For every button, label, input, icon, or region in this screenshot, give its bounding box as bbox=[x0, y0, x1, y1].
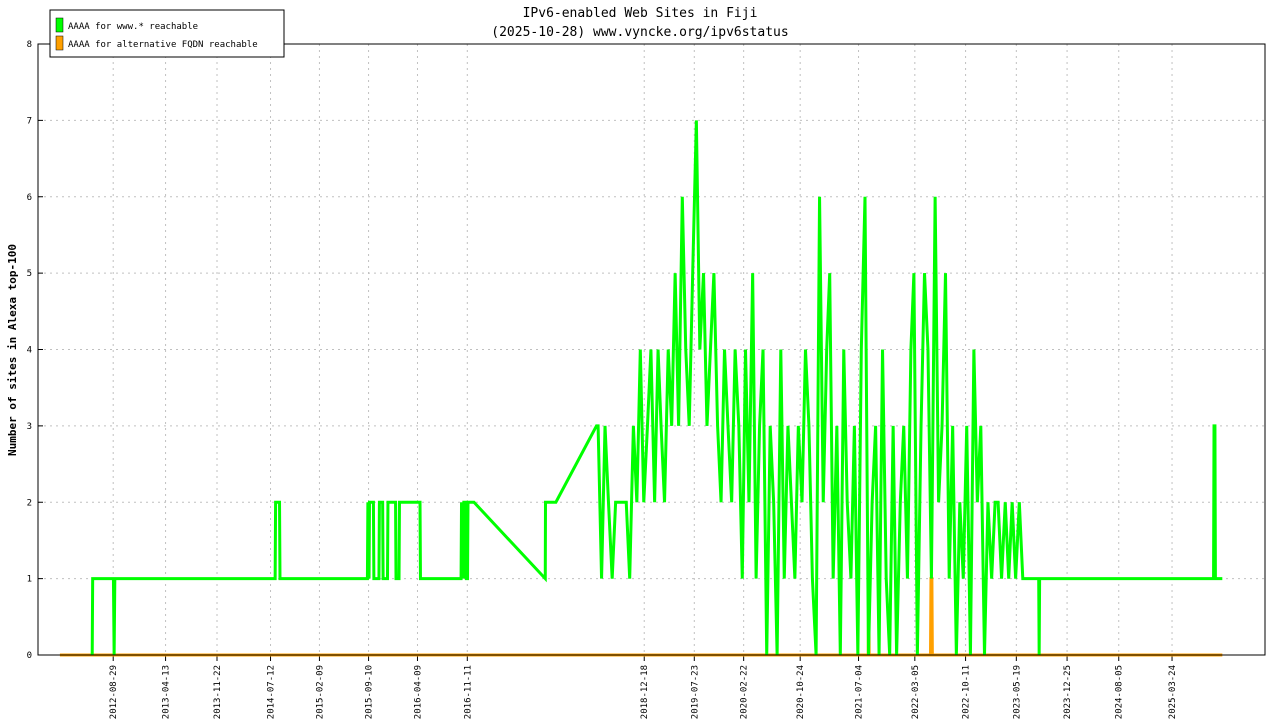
x-tick-label: 2013-11-22 bbox=[213, 665, 223, 719]
legend-box bbox=[49, 9, 285, 58]
x-tick-label: 2025-03-24 bbox=[1168, 665, 1178, 719]
x-tick-label: 2020-02-22 bbox=[740, 665, 750, 719]
x-tick-label: 2020-10-24 bbox=[796, 665, 806, 719]
chart-subtitle: (2025-10-28) www.vyncke.org/ipv6status bbox=[491, 25, 788, 40]
x-tick-label: 2023-12-25 bbox=[1063, 665, 1073, 719]
x-tick-label: 2015-09-10 bbox=[365, 665, 375, 719]
x-tick-label: 2015-02-09 bbox=[315, 665, 325, 719]
x-tick-label: 2022-03-05 bbox=[911, 665, 921, 719]
x-tick-label: 2024-08-05 bbox=[1115, 665, 1125, 719]
x-tick-label: 2014-07-12 bbox=[267, 665, 277, 719]
y-tick-label: 0 bbox=[27, 651, 32, 661]
legend-label: AAAA for www.* reachable bbox=[68, 22, 198, 32]
x-tick-label: 2023-05-19 bbox=[1012, 665, 1022, 719]
y-tick-label: 6 bbox=[27, 193, 32, 203]
chart-title: IPv6-enabled Web Sites in Fiji bbox=[523, 6, 758, 21]
x-tick-label: 2022-10-11 bbox=[962, 665, 972, 719]
legend-label: AAAA for alternative FQDN reachable bbox=[68, 40, 258, 50]
y-tick-label: 4 bbox=[27, 346, 32, 356]
y-axis-label: Number of sites in Alexa top-100 bbox=[6, 244, 19, 456]
legend: AAAA for www.* reachable AAAA for alterna… bbox=[49, 9, 285, 58]
x-tick-label: 2021-07-04 bbox=[855, 665, 865, 719]
x-tick-label: 2013-04-13 bbox=[162, 665, 172, 719]
y-tick-label: 5 bbox=[27, 269, 32, 279]
legend-swatch bbox=[55, 17, 64, 33]
y-tick-label: 2 bbox=[27, 498, 32, 508]
y-tick-label: 3 bbox=[27, 422, 32, 432]
y-tick-label: 7 bbox=[27, 116, 32, 126]
y-tick-label: 8 bbox=[27, 40, 32, 50]
x-tick-label: 2016-11-11 bbox=[463, 665, 473, 719]
x-tick-label: 2019-07-23 bbox=[690, 665, 700, 719]
legend-swatch bbox=[55, 35, 64, 51]
x-tick-label: 2012-08-29 bbox=[109, 665, 119, 719]
y-tick-label: 1 bbox=[27, 575, 32, 585]
plot-frame bbox=[37, 43, 1266, 656]
x-tick-label: 2016-04-09 bbox=[413, 665, 423, 719]
series-line bbox=[90, 120, 1223, 656]
x-tick-label: 2018-12-18 bbox=[640, 665, 650, 719]
